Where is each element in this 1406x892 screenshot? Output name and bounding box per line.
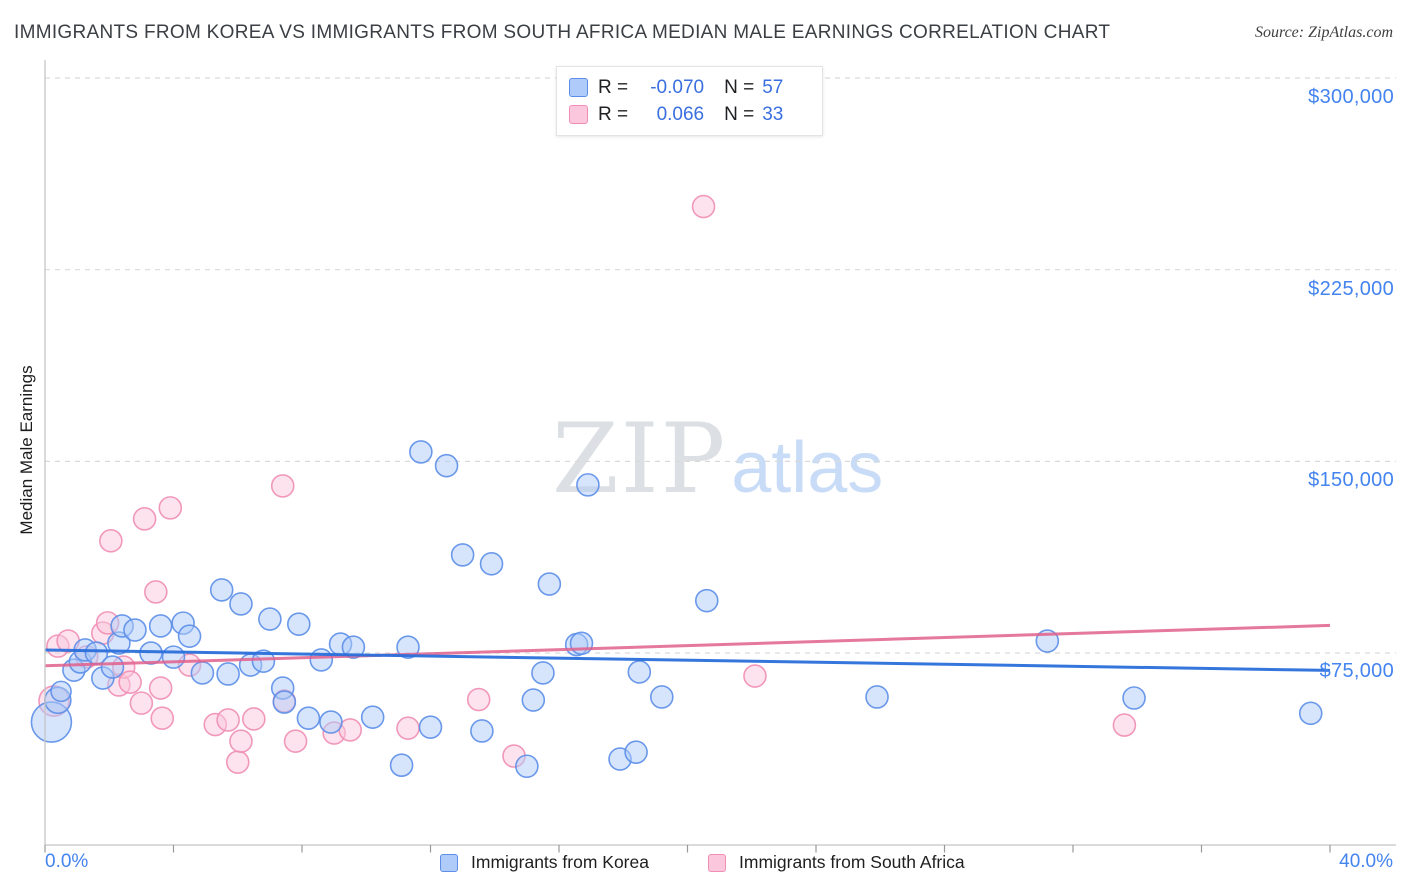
n-label: N = <box>724 103 755 125</box>
data-point-south-africa[interactable] <box>283 729 308 753</box>
y-axis-title: Median Male Earnings <box>17 365 36 535</box>
south-africa-swatch-icon <box>708 853 726 872</box>
data-point-south-africa[interactable] <box>158 496 183 520</box>
data-point-korea[interactable] <box>296 706 321 730</box>
x-axis-min-label: 0.0% <box>45 851 89 872</box>
data-point-korea[interactable] <box>177 624 202 648</box>
data-point-korea[interactable] <box>450 543 475 567</box>
legend-item-south-africa: Immigrants from South Africa <box>708 852 965 873</box>
legend-label-south-africa: Immigrants from South Africa <box>739 852 965 872</box>
data-point-korea[interactable] <box>627 660 652 684</box>
n-label: N = <box>724 76 755 98</box>
data-point-korea[interactable] <box>470 719 494 743</box>
legend-item-korea: Immigrants from Korea <box>440 852 649 873</box>
data-point-korea[interactable] <box>569 631 594 656</box>
data-point-korea[interactable] <box>418 715 443 739</box>
data-point-korea[interactable] <box>694 588 719 613</box>
data-point-korea[interactable] <box>148 614 173 638</box>
data-point-korea[interactable] <box>123 618 147 642</box>
y-tick-label-300k: $300,000 <box>1308 86 1394 108</box>
data-point-korea[interactable] <box>341 635 366 659</box>
watermark-atlas: atlas <box>731 428 884 508</box>
y-tick-label-150k: $150,000 <box>1308 469 1394 491</box>
source-credit: Source: ZipAtlas.com <box>1254 24 1393 41</box>
data-point-korea[interactable] <box>479 552 504 576</box>
data-point-korea[interactable] <box>216 662 240 686</box>
data-point-south-africa[interactable] <box>129 691 154 715</box>
data-point-south-africa[interactable] <box>466 687 491 712</box>
data-point-korea[interactable] <box>161 645 186 669</box>
data-point-korea[interactable] <box>190 661 215 685</box>
korea-swatch-icon <box>440 853 458 872</box>
data-point-korea[interactable] <box>309 648 334 672</box>
data-point-korea[interactable] <box>515 754 539 779</box>
data-point-south-africa[interactable] <box>743 664 767 688</box>
data-point-korea[interactable] <box>649 685 674 709</box>
south-africa-swatch-icon <box>569 105 588 124</box>
r-label: R = <box>598 103 629 125</box>
stats-row-south-africa: R = 0.066 N = 33 <box>569 101 812 128</box>
data-point-south-africa[interactable] <box>242 707 266 731</box>
data-point-korea[interactable] <box>521 688 546 712</box>
data-point-korea[interactable] <box>576 473 600 497</box>
data-point-south-africa[interactable] <box>225 750 250 774</box>
data-point-south-africa[interactable] <box>396 716 420 740</box>
legend-label-korea: Immigrants from Korea <box>471 852 649 872</box>
stats-row-korea: R = -0.070 N = 57 <box>569 74 812 101</box>
n-value-korea: 57 <box>762 76 784 98</box>
data-point-korea[interactable] <box>319 710 343 734</box>
data-point-south-africa[interactable] <box>1112 713 1137 737</box>
data-point-south-africa[interactable] <box>148 676 173 700</box>
data-point-korea[interactable] <box>537 572 562 596</box>
r-value-korea: -0.070 <box>650 76 705 98</box>
stats-legend: R = -0.070 N = 57 R = 0.066 N = 33 <box>556 66 823 136</box>
data-point-korea[interactable] <box>865 685 889 709</box>
n-value-south-africa: 33 <box>762 103 784 125</box>
data-point-south-africa[interactable] <box>216 708 240 732</box>
data-point-korea[interactable] <box>100 655 125 679</box>
data-point-korea[interactable] <box>624 740 648 764</box>
page-title: IMMIGRANTS FROM KOREA VS IMMIGRANTS FROM… <box>14 22 1111 43</box>
korea-swatch-icon <box>569 78 588 97</box>
watermark: ZIP atlas <box>552 403 883 515</box>
data-point-korea[interactable] <box>50 680 72 703</box>
trend-line-korea <box>44 648 1331 672</box>
data-point-south-africa[interactable] <box>691 194 716 219</box>
trend-line-south-africa <box>44 623 1331 668</box>
r-value-south-africa: 0.066 <box>656 103 705 125</box>
watermark-zip: ZIP <box>552 403 728 515</box>
x-axis-max-label: 40.0% <box>1339 851 1393 872</box>
data-point-korea[interactable] <box>1122 686 1146 710</box>
data-point-korea[interactable] <box>209 578 234 602</box>
data-point-south-africa[interactable] <box>99 529 123 553</box>
data-point-korea[interactable] <box>389 753 414 778</box>
data-point-korea[interactable] <box>434 453 459 478</box>
data-point-korea[interactable] <box>1298 701 1323 726</box>
data-point-korea[interactable] <box>229 592 253 616</box>
data-point-korea[interactable] <box>396 635 420 659</box>
data-point-korea[interactable] <box>251 649 276 674</box>
data-point-south-africa[interactable] <box>132 507 157 531</box>
y-tick-label-225k: $225,000 <box>1308 278 1394 300</box>
r-label: R = <box>598 76 629 98</box>
data-point-korea[interactable] <box>272 690 297 714</box>
data-point-korea[interactable] <box>531 661 555 685</box>
data-point-korea[interactable] <box>258 607 282 631</box>
data-point-south-africa[interactable] <box>150 706 175 730</box>
data-point-south-africa[interactable] <box>144 580 168 604</box>
data-point-korea[interactable] <box>360 705 385 729</box>
data-point-korea[interactable] <box>286 612 311 636</box>
data-point-korea[interactable] <box>409 440 433 464</box>
y-tick-label-75k: $75,000 <box>1319 660 1394 682</box>
data-point-south-africa[interactable] <box>118 670 142 694</box>
data-point-south-africa[interactable] <box>270 474 295 498</box>
data-point-south-africa[interactable] <box>229 729 253 753</box>
